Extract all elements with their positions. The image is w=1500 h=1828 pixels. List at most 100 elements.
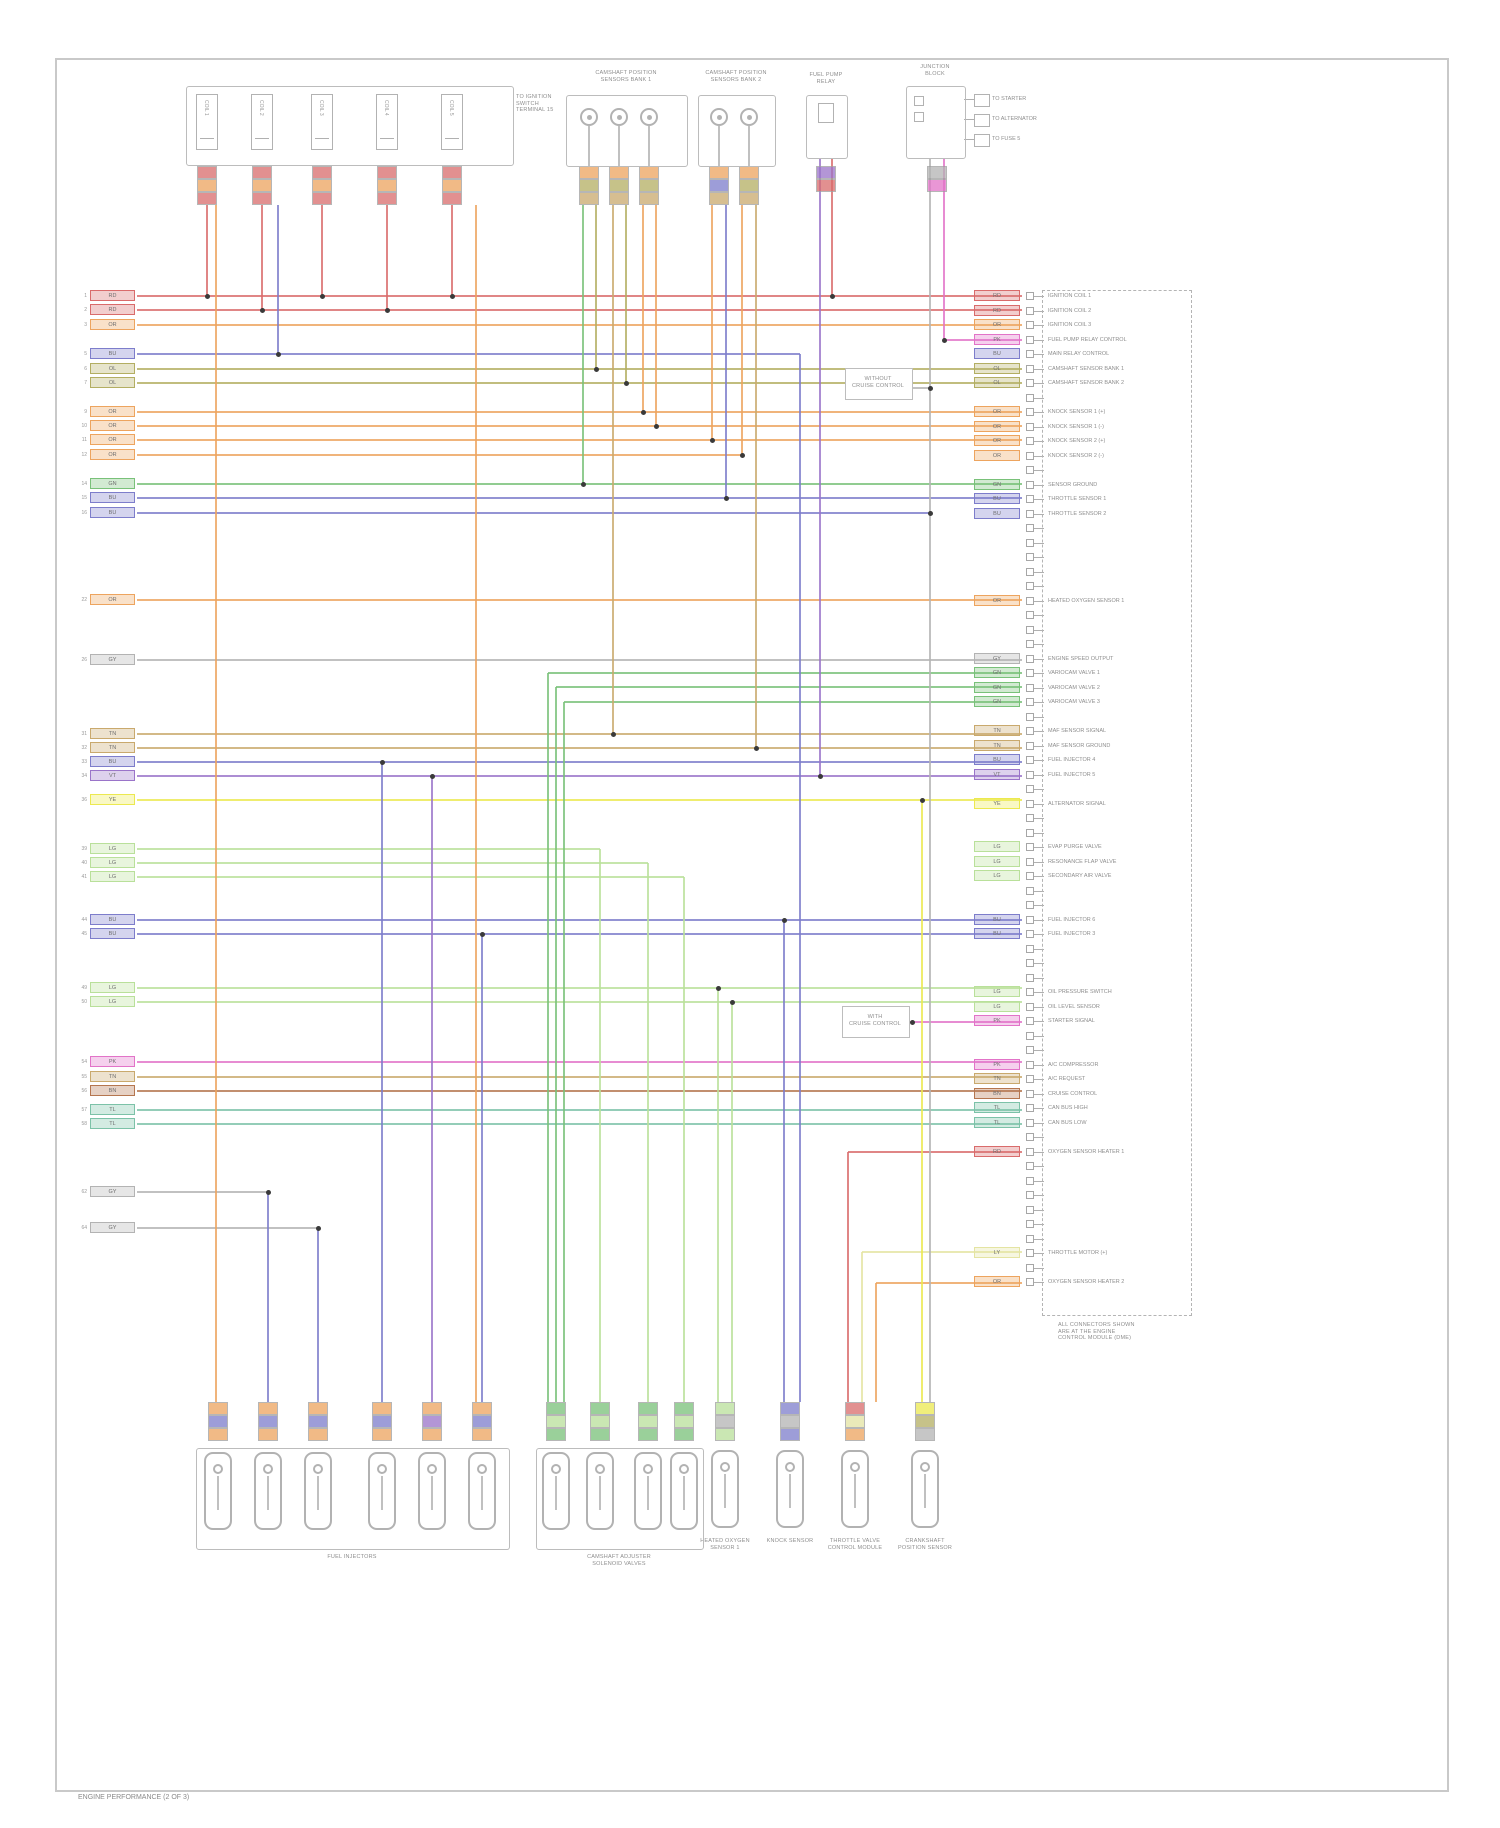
option-note-text: WITHOUT CRUISE CONTROL [852,376,904,389]
ecm-pin-square [1026,698,1034,706]
terminal-band [780,1415,800,1428]
wire-segment [755,205,757,748]
ecm-pin-tick [1034,1122,1044,1124]
ignition-coil-connector [311,94,333,150]
left-wire-code: OR [90,406,135,417]
ecm-wire-code: OR [974,1276,1020,1287]
ecm-pin-label: IGNITION COIL 2 [1048,307,1092,314]
ecm-pin-tick [1034,600,1044,602]
terminal-band [715,1415,735,1428]
wire-segment [137,987,1022,989]
left-pin-number: 55 [81,1074,87,1080]
bottom-connector [468,1452,496,1530]
bottom-connector-pin [427,1464,437,1474]
left-pin-number: 33 [81,759,87,765]
ecm-wire-code: OR [974,449,1020,461]
ecm-pin-tick [1034,1151,1044,1153]
fuel-injector-group-label: FUEL INJECTORS [327,1554,377,1560]
left-pin-number: 6 [84,366,87,372]
left-wire-code: OR [90,420,135,431]
camshaft-sensor-stem [648,126,650,166]
wire-segment [137,295,1022,297]
left-pin-number: 57 [81,1107,87,1113]
junction-dot [480,932,485,937]
ecm-pin-label: KNOCK SENSOR 2 (-) [1048,452,1104,459]
left-wire-code: TL [90,1118,135,1129]
terminal-band [472,1428,492,1441]
wire-segment [741,205,743,455]
ecm-wire-code: TL [974,1116,1020,1128]
bottom-connector [711,1450,739,1528]
ecm-pin-label: THROTTLE MOTOR (+) [1048,1250,1108,1256]
ecm-pin-square [1026,857,1034,866]
left-pin-number: 36 [81,797,87,803]
wire-segment [847,1152,849,1402]
ecm-pin-square [1026,596,1034,605]
wire-segment [137,353,800,355]
terminal-band [780,1428,800,1441]
ecm-pin-tick [1034,310,1044,312]
bottom-connector-pin [313,1464,323,1474]
wire-segment [137,799,1022,801]
ecm-pin-label: IGNITION COIL 1 [1048,293,1092,299]
ecm-pin-label: A/C COMPRESSOR [1048,1061,1099,1068]
terminal-band [816,166,836,179]
ecm-pin-tick [1034,716,1044,718]
wire-segment [819,158,821,776]
ecm-wire-code: OR [974,435,1020,446]
ecm-pin-square [1026,901,1034,909]
fuel-injector-group-box [196,1448,510,1550]
bottom-connector [911,1450,939,1528]
ecm-pin-square [1026,1118,1034,1127]
terminal-band [674,1402,694,1415]
bottom-connector-label: CRANKSHAFT POSITION SENSOR [897,1538,953,1551]
bottom-connector-stem [647,1476,649,1510]
terminal-band [472,1415,492,1428]
ecm-wire-code: VT [974,768,1020,780]
left-wire-code: LG [90,996,135,1007]
ecm-pin-square [1026,756,1034,764]
terminal-band [845,1415,865,1428]
ecm-pin-tick [1034,1209,1044,1211]
camshaft-sensor-group1-box [566,95,688,167]
ecm-pin-tick [1034,1282,1044,1283]
ecm-pin-tick [1034,1238,1044,1240]
junction-dot [710,438,715,443]
ecm-pin-square [1026,422,1034,431]
terminal-band [590,1428,610,1441]
wire-segment [261,205,263,310]
ecm-pin-label: MAF SENSOR GROUND [1048,742,1111,749]
bottom-connector-label: KNOCK SENSOR [766,1538,814,1544]
ecm-pin-tick [1034,484,1044,486]
left-wire-code: BU [90,507,135,518]
ecm-box [1042,290,1192,1316]
ecm-pin-tick [1034,412,1044,413]
ecm-pin-square [1026,553,1034,561]
terminal-band [308,1428,328,1441]
wire-segment [595,205,597,369]
ecm-pin-tick [1034,702,1044,703]
ecm-pin-tick [1034,1108,1044,1109]
left-pin-number: 39 [81,846,87,852]
wire-segment [137,425,1022,427]
terminal-band [639,166,659,179]
left-pin-number: 9 [84,409,87,415]
ecm-wire-code: PK [974,333,1020,345]
ecm-pin-square [1026,727,1034,735]
left-wire-code: BU [90,348,135,359]
left-wire-code: YE [90,794,135,805]
ecm-wire-code: LG [974,986,1020,997]
terminal-band [739,192,759,205]
left-wire-code: LG [90,857,135,868]
ecm-pin-square [1026,669,1034,677]
ecm-pin-square [1026,640,1034,648]
bottom-connector-stem [481,1476,483,1510]
ecm-pin-square [1026,1147,1034,1156]
terminal-band [780,1402,800,1415]
ecm-pin-tick [1034,818,1044,819]
ignition-coil-pin-tick [380,138,394,139]
camshaft-sensor-stem [748,126,750,166]
ignition-coil-pin-tick [315,138,329,139]
ecm-pin-square [1026,959,1034,967]
ecm-pin-label: FUEL PUMP RELAY CONTROL [1048,336,1127,343]
